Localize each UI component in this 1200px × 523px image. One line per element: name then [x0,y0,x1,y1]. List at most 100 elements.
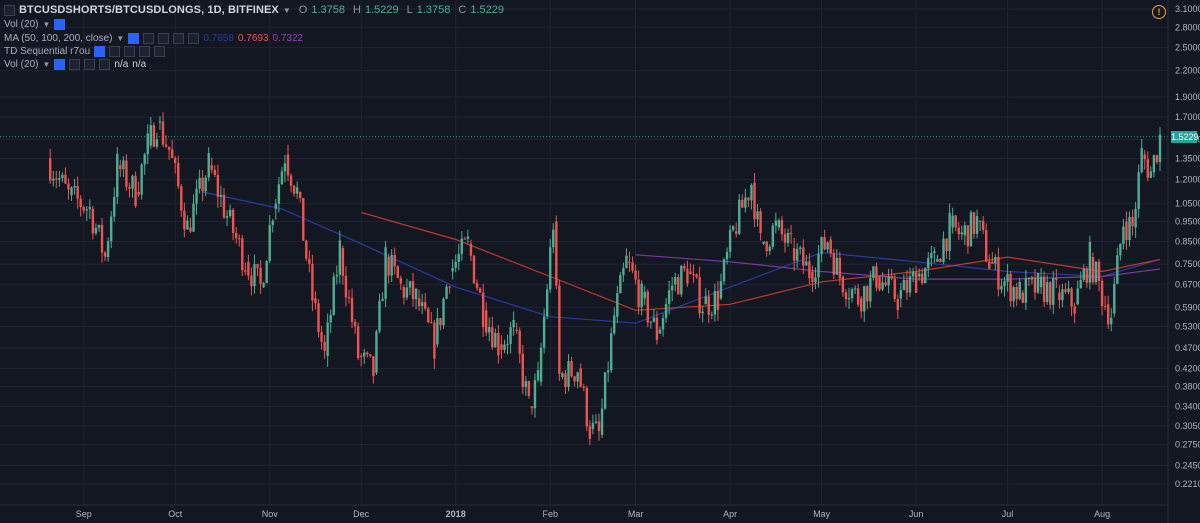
close-icon[interactable] [154,46,166,57]
candle-body [881,282,884,290]
candle-body [341,248,345,276]
chevron-down-icon[interactable]: ▼ [42,60,51,69]
candle-body [985,230,988,262]
settings-icon[interactable] [143,33,155,44]
close-icon[interactable] [99,59,111,70]
eye-icon[interactable] [54,19,66,30]
eye-icon[interactable] [128,33,140,44]
candle-body [405,287,409,298]
symbol-legend[interactable]: BTCUSDSHORTS/BTCUSDLONGS, 1D, BITFINEX ▼… [4,4,504,16]
candle-body [88,207,92,210]
symbol-title[interactable]: BTCUSDSHORTS/BTCUSDLONGS, 1D, BITFINEX [19,4,279,16]
candle-body [73,185,76,188]
candle-body [1024,277,1028,303]
candle-body [335,274,338,277]
candle-body [567,361,570,388]
symbol-icon [4,4,15,16]
candle-body [363,352,366,357]
candle-body [1158,134,1162,163]
indicator-legend-td[interactable]: TD Sequential r7ou [4,46,166,57]
candle-body [670,285,674,291]
price-tick-label: 1.9000 [1175,92,1200,102]
candle-body [64,174,67,184]
eye-icon[interactable] [54,59,66,70]
chevron-down-icon[interactable]: ▼ [282,5,291,15]
candle-body [299,192,302,198]
time-tick-label: Feb [542,509,558,519]
candle-body [609,333,613,371]
candle-body [1116,255,1119,284]
eye-icon[interactable] [94,46,106,57]
candle-body [1140,148,1143,173]
candle-body [311,263,314,301]
last-price-tag: 1.5229 [1171,130,1199,143]
indicator-legend-volume-2[interactable]: Vol (20) ▼ n/a n/a [4,59,146,70]
candle-body [387,257,390,276]
candle-body [762,241,765,244]
close-icon[interactable] [188,33,200,44]
candle-body [198,177,201,189]
gear-icon[interactable] [158,33,170,44]
candle-body [378,300,381,332]
candle-body [213,169,217,176]
price-tick-label: 0.5900 [1175,302,1200,312]
candle-body [683,265,686,269]
candle-body [646,291,649,323]
add-icon[interactable] [139,46,151,57]
candle-body [948,212,951,252]
candle-body [591,422,595,429]
candle-body [1085,268,1089,283]
candle-body [259,267,262,284]
candle-body [884,282,887,286]
candle-body [914,271,918,293]
candle-body [1073,306,1076,314]
candle-body [1143,154,1146,160]
price-tick-label: 0.3050 [1175,421,1200,431]
add-icon[interactable] [173,33,185,44]
indicator-legend-ma[interactable]: MA (50, 100, 200, close) ▼ 0.7658 0.7693… [4,33,303,44]
candle-body [1000,285,1003,290]
candle-body [125,160,128,187]
candle-body [634,270,637,280]
candle-body [692,274,695,276]
candle-body [100,225,104,253]
price-tick-label: 0.2450 [1175,460,1200,470]
candle-body [637,279,640,308]
candle-body [228,209,232,217]
candle-body [58,178,61,180]
candle-body [1152,155,1156,173]
candle-body [481,292,485,328]
alert-icon[interactable]: ! [1152,5,1166,19]
candle-body [1119,243,1122,256]
candle-body [924,268,927,284]
candle-body [942,238,945,263]
candle-body [414,288,418,300]
candle-body [820,237,823,254]
candle-body [1009,273,1012,302]
candle-body [783,234,787,243]
chevron-down-icon[interactable]: ▼ [42,20,51,29]
candle-body [866,286,869,302]
candle-body [917,273,921,277]
settings-icon[interactable] [109,46,121,57]
candle-body [268,225,271,262]
candle-body [61,174,64,179]
candle-body [402,287,406,298]
gear-icon[interactable] [124,46,136,57]
indicator-legend-volume[interactable]: Vol (20) ▼ [4,19,66,30]
candle-body [1094,261,1098,283]
gear-icon[interactable] [84,59,96,70]
candle-body [106,241,110,258]
settings-icon[interactable] [69,59,81,70]
time-tick-label: 2018 [446,509,466,519]
candle-body [94,227,98,234]
candle-body [234,233,238,239]
candle-body [741,199,744,208]
chevron-down-icon[interactable]: ▼ [116,34,125,43]
candle-body [832,253,835,275]
candle-body [353,321,357,327]
candle-body [994,256,997,264]
candle-body [216,175,220,197]
candle-body [195,188,198,204]
